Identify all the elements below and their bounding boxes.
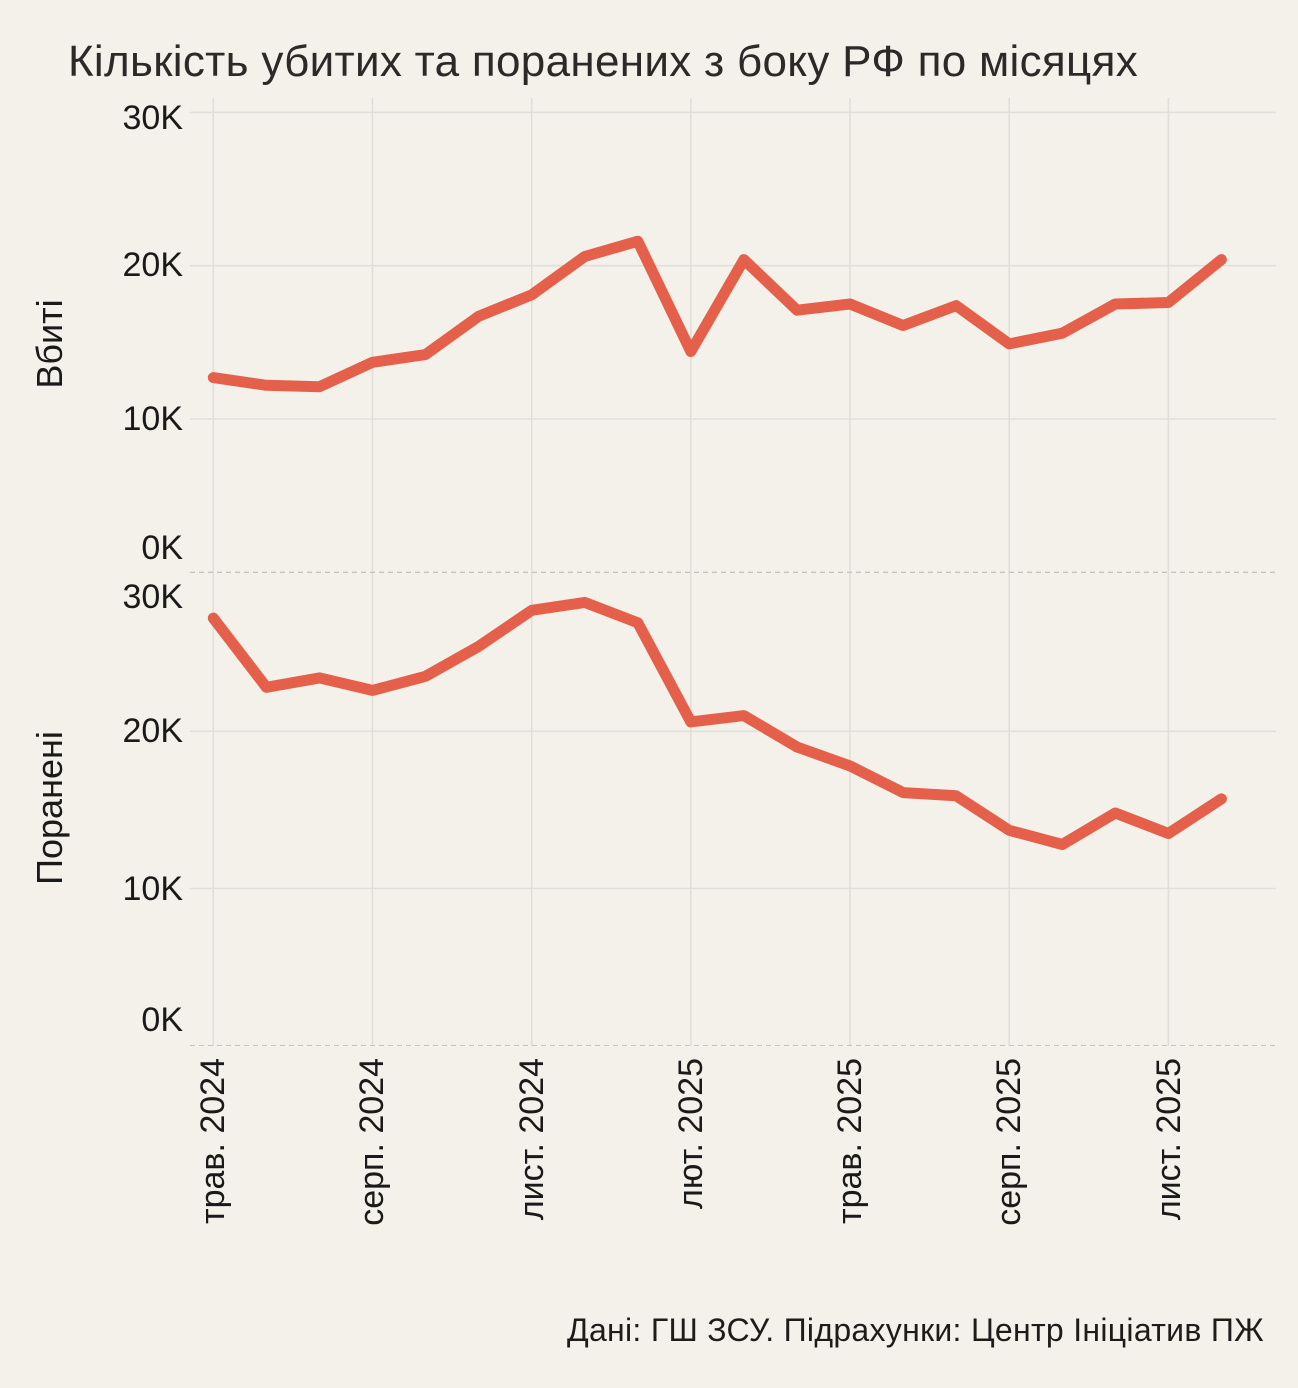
xtick-aug-2025: серп. 2025 — [990, 1058, 1028, 1226]
ytick-killed-10k: 10K — [122, 400, 184, 438]
xtick-may-2025: трав. 2025 — [831, 1058, 869, 1224]
xtick-feb-2025: лют. 2025 — [672, 1058, 710, 1209]
xtick-nov-2024: лист. 2024 — [513, 1058, 551, 1221]
ytick-killed-0k: 0K — [141, 529, 183, 567]
xtick-nov-2025: лист. 2025 — [1150, 1058, 1188, 1221]
ytick-killed-30k: 30K — [122, 99, 184, 137]
ytick-wounded-10k: 10K — [122, 870, 184, 908]
facet-label-wounded: Поранені — [29, 731, 70, 885]
chart-title: Кількість убитих та поранених з боку РФ … — [68, 37, 1138, 86]
killed-line — [207, 235, 1227, 393]
facet-label-killed: Вбиті — [29, 299, 70, 389]
ytick-killed-20k: 20K — [122, 246, 184, 284]
wounded-line — [207, 596, 1227, 850]
ytick-wounded-0k: 0K — [141, 1001, 183, 1039]
xtick-may-2024: трав. 2024 — [194, 1058, 232, 1224]
xtick-aug-2024: серп. 2024 — [353, 1058, 391, 1226]
ytick-wounded-30k: 30K — [122, 578, 184, 616]
source-caption: Дані: ГШ ЗСУ. Підрахунки: Центр Ініціати… — [566, 1312, 1264, 1348]
facet-line-chart — [190, 98, 1276, 1047]
ytick-wounded-20k: 20K — [122, 712, 184, 750]
plot-area — [190, 98, 1276, 1047]
